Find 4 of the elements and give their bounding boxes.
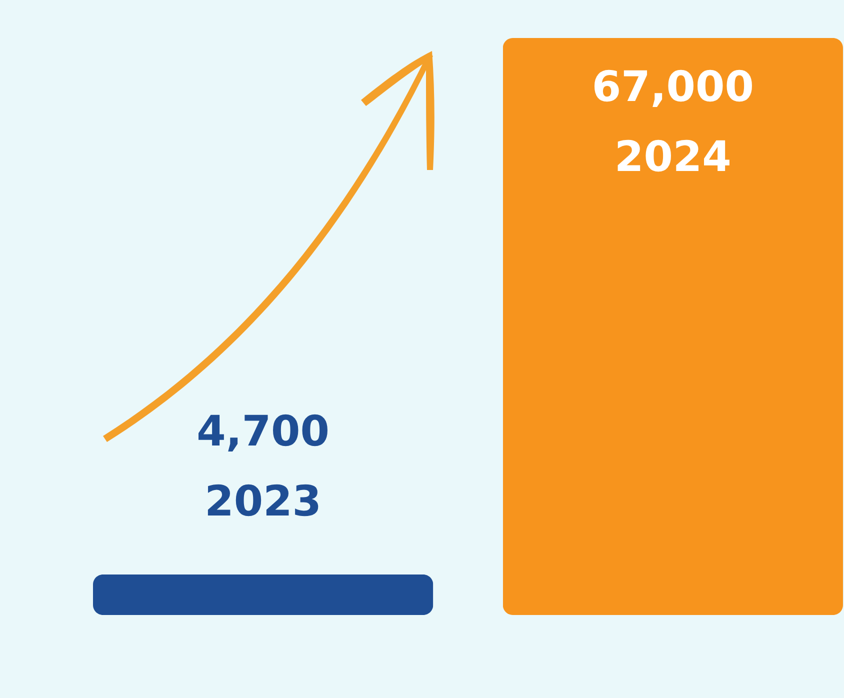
x-tick-label: 2023 — [204, 476, 322, 526]
data-label: 4,700 — [196, 406, 330, 456]
data-label: 67,000 — [592, 62, 754, 111]
x-tick-label: 2024 — [614, 132, 732, 181]
